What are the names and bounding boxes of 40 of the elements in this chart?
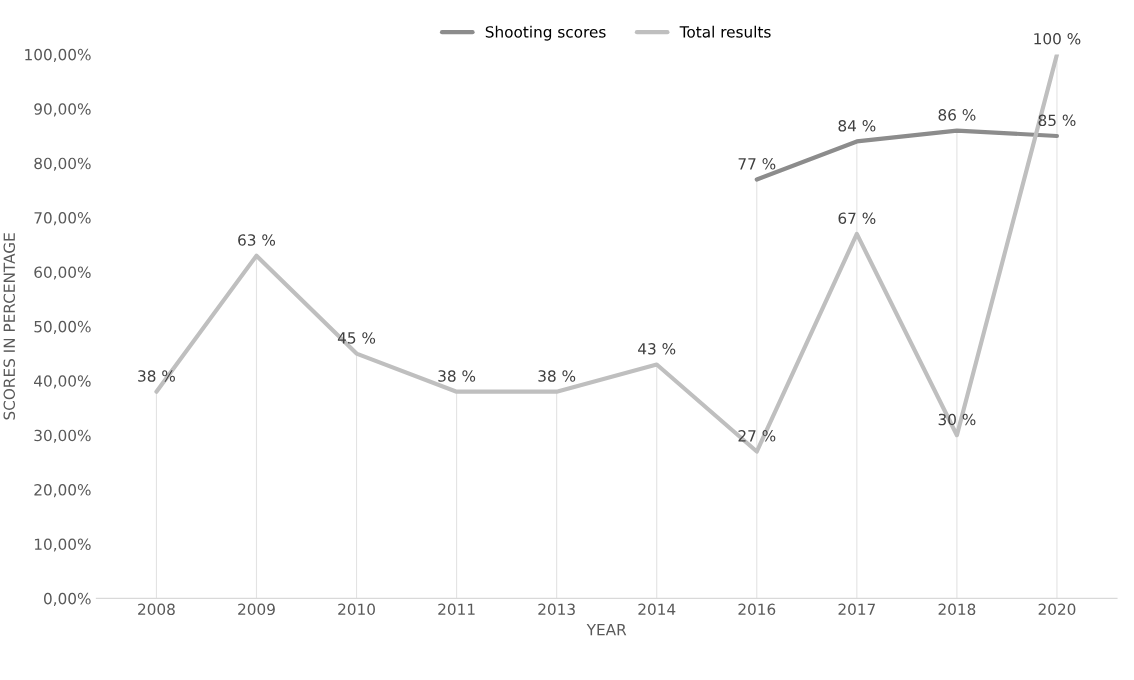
data-label: 84 %	[838, 119, 876, 132]
data-label: 45 %	[337, 332, 376, 344]
y-tick-label: 20,00%	[34, 484, 91, 498]
data-label: 38 %	[138, 370, 175, 382]
data-label: 100 %	[1034, 32, 1081, 45]
y-tick-label: 10,00%	[34, 538, 91, 552]
x-tick-label: 2011	[438, 603, 475, 616]
data-label: 30 %	[938, 413, 976, 426]
x-tick-label: 2013	[538, 603, 575, 616]
data-label: 38 %	[438, 370, 476, 382]
x-tick-label: 2010	[338, 603, 375, 616]
y-tick-label: 80,00%	[34, 157, 91, 171]
legend-label: Shooting scores	[485, 25, 606, 41]
data-label: 86 %	[938, 109, 976, 121]
data-label: 43 %	[638, 343, 676, 355]
line-series	[154, 54, 1060, 454]
data-label: 38 %	[538, 370, 576, 382]
x-axis-title: YEAR	[586, 624, 627, 636]
x-tick-label: 2018	[938, 603, 976, 616]
x-tick-label: 2014	[638, 603, 676, 616]
x-tick-label: 2009	[238, 603, 275, 616]
y-tick-label: 40,00%	[34, 375, 91, 389]
data-label: 85 %	[1038, 114, 1076, 127]
data-label: 63 %	[238, 234, 276, 246]
x-tick-label: 2020	[1038, 603, 1076, 616]
y-tick-label: 70,00%	[34, 212, 91, 226]
x-tick-label: 2017	[838, 603, 875, 616]
y-tick-label: 90,00%	[34, 103, 91, 117]
y-tick-label: 50,00%	[34, 320, 91, 334]
y-axis-title: SCORES IN PERCENTAGE	[3, 233, 16, 420]
x-tick-label: 2016	[738, 603, 776, 616]
data-label: 77 %	[738, 158, 776, 170]
x-tick-label: 2008	[138, 603, 175, 616]
data-label: 27 %	[738, 430, 776, 442]
y-tick-label: 100,00%	[25, 48, 91, 62]
y-tick-label: 0,00%	[44, 592, 91, 606]
data-label: 67 %	[838, 212, 876, 225]
y-tick-label: 30,00%	[34, 429, 91, 443]
y-tick-label: 60,00%	[34, 266, 91, 280]
legend-label: Total results	[679, 25, 771, 38]
